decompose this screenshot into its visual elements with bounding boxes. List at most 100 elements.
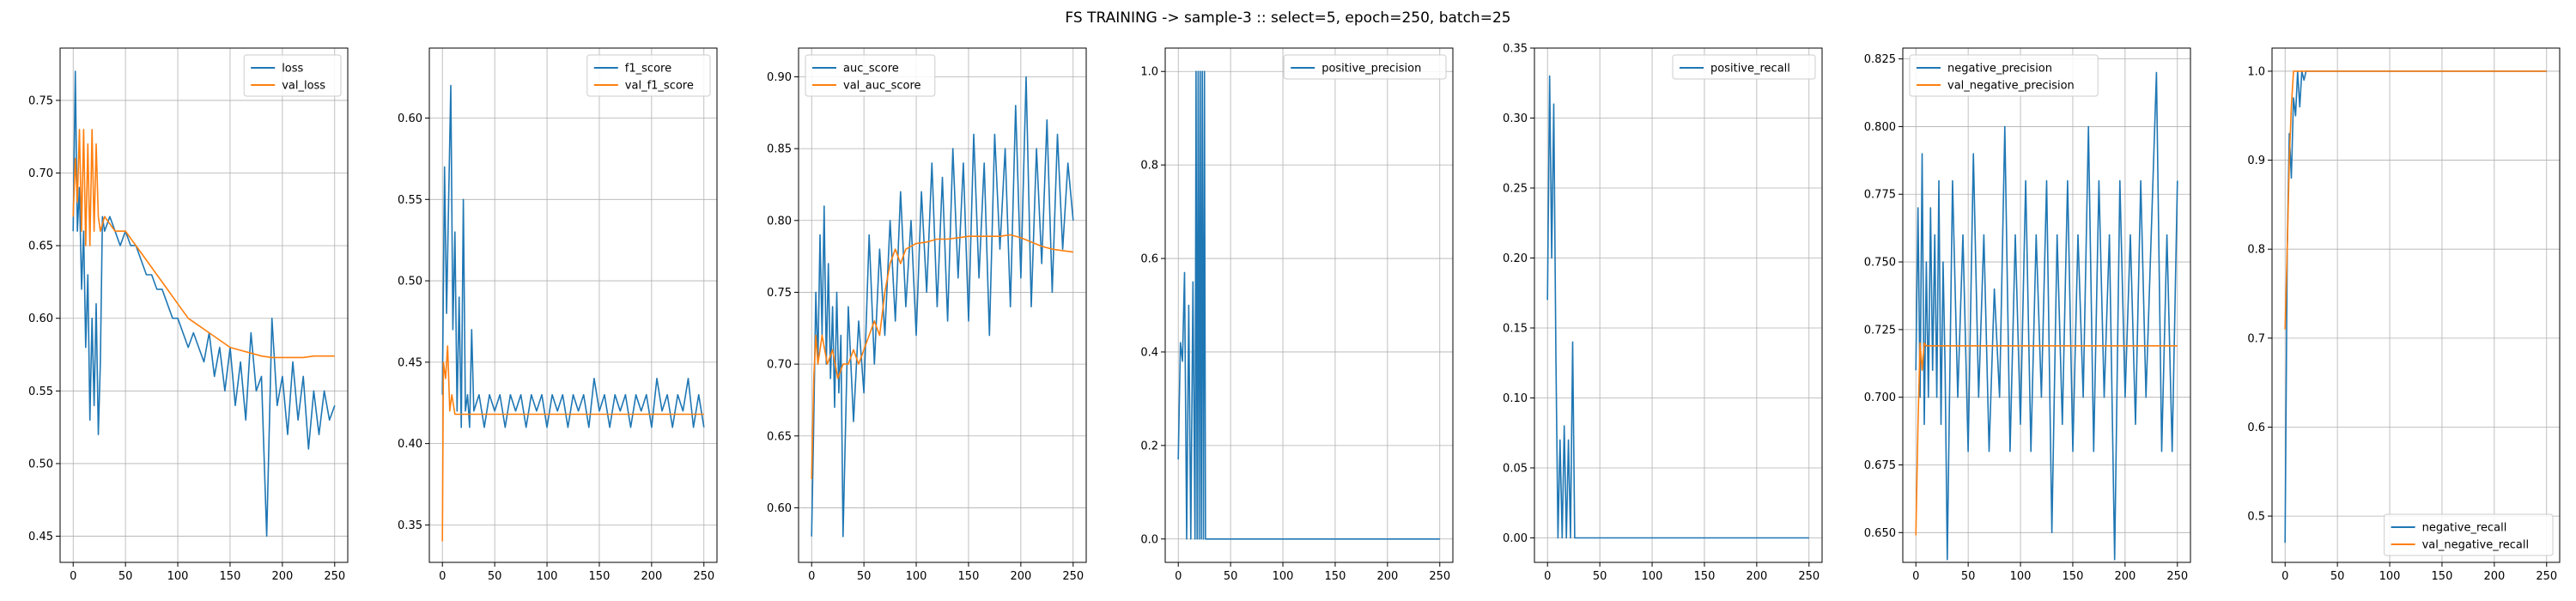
y-tick-label: 0.85 — [767, 143, 792, 156]
y-tick-label: 0.60 — [398, 112, 422, 125]
y-tick-label: 0.45 — [28, 531, 53, 543]
legend: auc_score val_auc_score — [805, 54, 936, 97]
x-tick-label: 200 — [2483, 570, 2505, 583]
y-tick-label: 0.700 — [1864, 392, 1896, 404]
legend: positive_recall — [1672, 54, 1816, 80]
legend-box — [1909, 54, 2099, 97]
x-tick-label: 100 — [537, 570, 558, 583]
series-line-auc-score — [811, 76, 1074, 537]
x-tick-label: 0 — [1544, 570, 1551, 583]
series-line-positive-precision — [1177, 70, 1440, 540]
x-tick-label: 200 — [1010, 570, 1031, 583]
x-tick-label: 250 — [1798, 570, 1820, 583]
y-tick-label: 0.800 — [1864, 121, 1896, 134]
y-tick-label: 0.60 — [767, 502, 792, 515]
y-tick-label: 0.8 — [2247, 244, 2265, 257]
subplot-3: 0 50 100 150 200 250 0.60 0.65 0.70 0.75 0.80 0.85 0… — [767, 47, 1087, 583]
x-tick-label: 50 — [1224, 570, 1238, 583]
y-tick-label: 0.675 — [1864, 459, 1896, 472]
x-tick-label: 150 — [220, 570, 241, 583]
y-tick-label: 0.75 — [767, 287, 792, 300]
legend-label: negative_recall — [2422, 522, 2507, 535]
legend-box — [2384, 513, 2554, 556]
legend-label: val_negative_precision — [1947, 80, 2075, 93]
subplot-grid: 0 50 100 150 200 2500.450.500.550.600.650.700… — [28, 43, 2561, 583]
y-tick-label: 0.65 — [28, 240, 53, 253]
x-tick-label: 250 — [324, 570, 345, 583]
y-tick-label: 0.725 — [1864, 324, 1896, 337]
y-tick-label: 0.4 — [1140, 346, 1158, 359]
legend-label: val_auc_score — [843, 80, 921, 93]
series-line-positive-recall — [1546, 75, 1809, 539]
y-tick-label: 0.10 — [1503, 392, 1528, 405]
axes-frame — [59, 47, 349, 563]
x-tick-label: 50 — [1961, 570, 1976, 583]
y-tick-label: 0.70 — [767, 359, 792, 372]
x-tick-label: 250 — [1062, 570, 1084, 583]
y-tick-label: 0.9 — [2247, 155, 2265, 167]
legend-box — [1672, 54, 1816, 80]
x-tick-label: 50 — [488, 570, 502, 583]
x-tick-label: 0 — [1912, 570, 1919, 583]
y-tick-label: 0.35 — [1503, 43, 1528, 56]
y-tick-label: 0.750 — [1864, 257, 1896, 270]
series-line-loss — [72, 70, 336, 537]
axes-frame — [798, 47, 1087, 563]
legend-label: val_f1_score — [625, 80, 694, 93]
legend-label: negative_precision — [1947, 63, 2052, 76]
x-tick-label: 50 — [857, 570, 872, 583]
x-tick-label: 150 — [2432, 570, 2453, 583]
y-tick-label: 0.775 — [1864, 189, 1896, 202]
x-tick-label: 0 — [808, 570, 815, 583]
series-line-val-negative-recall — [2284, 70, 2547, 330]
y-tick-label: 0.5 — [2247, 511, 2265, 524]
legend: f1_score val_f1_score — [586, 54, 711, 97]
y-tick-label: 0.6 — [2247, 422, 2265, 434]
y-tick-label: 0.80 — [767, 215, 792, 228]
x-tick-label: 100 — [906, 570, 927, 583]
subplot-2: 0 50 100 150 200 250 0.35 0.40 0.45 0.50 0.55 0.60 f… — [398, 47, 718, 583]
x-tick-label: 100 — [1642, 570, 1663, 583]
y-tick-label: 0.45 — [398, 356, 422, 369]
x-tick-label: 50 — [118, 570, 133, 583]
x-tick-label: 50 — [2330, 570, 2345, 583]
series-line-val-auc-score — [811, 234, 1073, 480]
subplot-1: 0 50 100 150 200 250 0.45 0.50 0.55 0.60 0.65 0.70 0… — [28, 47, 349, 583]
x-tick-label: 0 — [70, 570, 76, 583]
y-tick-label: 0.20 — [1503, 252, 1528, 265]
y-tick-label: 0.65 — [767, 430, 792, 443]
y-tick-label: 0.75 — [28, 94, 53, 107]
series-line-negative-precision — [1915, 71, 2178, 561]
y-tick-label: 0.7 — [2247, 332, 2265, 345]
legend-label: f1_score — [625, 63, 671, 76]
legend-label: val_loss — [282, 80, 325, 93]
x-tick-label: 100 — [2010, 570, 2032, 583]
legend: positive_precision — [1283, 54, 1447, 80]
y-tick-label: 1.0 — [2247, 65, 2265, 78]
legend: negative_recall val_negative_recall — [2384, 513, 2554, 556]
legend-label: loss — [282, 63, 303, 76]
y-tick-label: 0.2 — [1140, 440, 1158, 452]
x-tick-label: 250 — [2536, 570, 2557, 583]
y-tick-label: 1.0 — [1140, 66, 1158, 79]
series-line-val-f1-score — [441, 345, 704, 542]
y-tick-label: 0.55 — [28, 385, 53, 398]
y-tick-label: 0.90 — [767, 71, 792, 84]
x-tick-label: 250 — [693, 570, 714, 583]
x-tick-label: 150 — [958, 570, 980, 583]
x-tick-label: 150 — [1325, 570, 1346, 583]
x-tick-label: 100 — [2379, 570, 2401, 583]
x-tick-label: 200 — [1746, 570, 1767, 583]
y-tick-label: 0.40 — [398, 438, 422, 451]
y-tick-label: 0.60 — [28, 313, 53, 325]
x-tick-label: 100 — [1273, 570, 1294, 583]
y-tick-label: 0.50 — [28, 458, 53, 470]
x-tick-label: 0 — [439, 570, 446, 583]
legend-label: auc_score — [843, 63, 899, 76]
legend-label: positive_precision — [1321, 63, 1421, 76]
axes-frame — [1164, 47, 1454, 563]
legend-box — [805, 54, 936, 97]
x-tick-label: 0 — [1175, 570, 1182, 583]
x-tick-label: 100 — [167, 570, 189, 583]
